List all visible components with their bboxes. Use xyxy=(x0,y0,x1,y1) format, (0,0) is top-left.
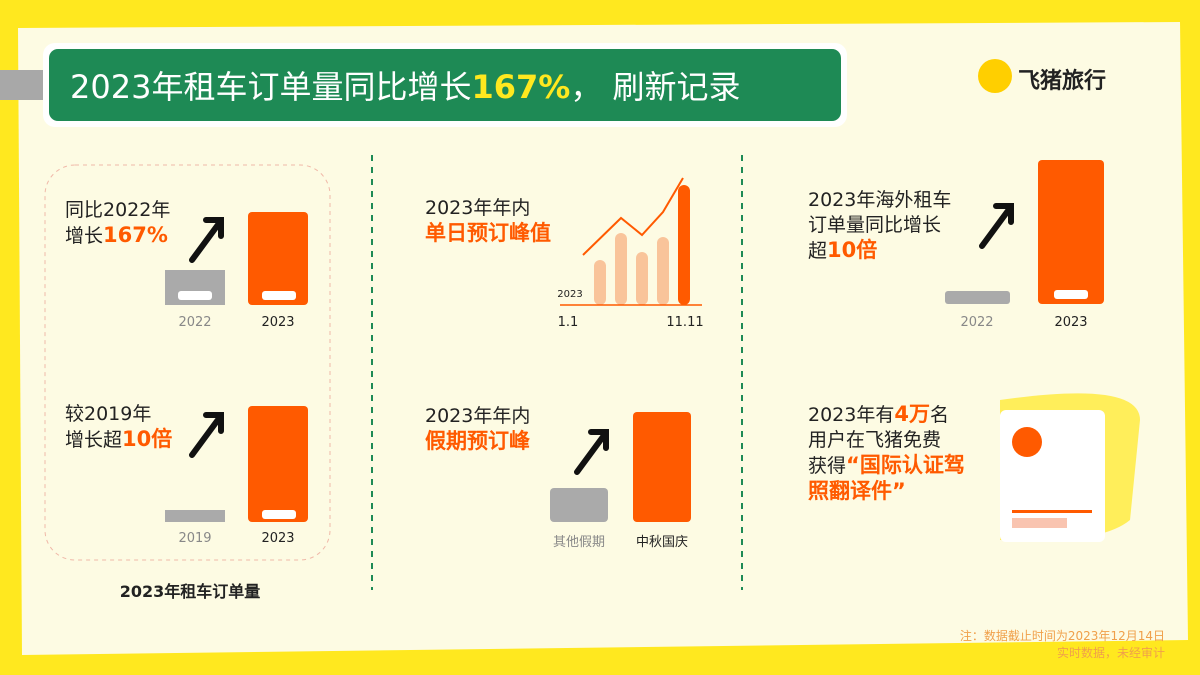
title-highlight: 167% xyxy=(471,68,571,106)
highlight: “国际认证驾 xyxy=(846,453,965,477)
text: 超 xyxy=(808,240,828,262)
trend-line xyxy=(582,177,684,256)
highlight: 167% xyxy=(103,223,168,247)
chart-year: 2023 xyxy=(557,289,583,300)
highlight: 4万 xyxy=(894,402,930,426)
text: 增长 xyxy=(65,225,104,247)
title-text: ， 刷新记录 xyxy=(570,68,741,106)
arrow xyxy=(979,203,1014,249)
footnote-line: 实时数据，未经审计 xyxy=(1056,646,1165,660)
car xyxy=(178,291,212,300)
doc-line xyxy=(1012,518,1067,528)
bar-label: 中秋国庆 xyxy=(635,535,688,550)
text-line: 2023年年内 xyxy=(425,404,530,429)
text: 订单量同比增长 xyxy=(808,214,942,236)
highlight: 10倍 xyxy=(122,427,173,451)
car xyxy=(262,291,296,300)
bar-label: 1.1 xyxy=(557,315,579,330)
caption: 2023年租车订单量 xyxy=(119,582,261,601)
bar-label: 2023 xyxy=(1054,315,1088,330)
text-line: 获得“国际认证驾 xyxy=(808,453,965,479)
text-line: 超10倍 xyxy=(808,238,951,264)
bar-label: 2022 xyxy=(178,315,212,330)
logo xyxy=(978,59,1012,93)
arrows xyxy=(189,203,1014,475)
text: 同比2022年 xyxy=(65,199,171,221)
text-line: 较2019年 xyxy=(65,402,172,427)
bar-label: 2023 xyxy=(261,315,295,330)
highlight: 单日预订峰值 xyxy=(425,221,551,245)
bar xyxy=(165,510,225,522)
card xyxy=(18,22,1188,655)
highlight: 10倍 xyxy=(827,238,878,262)
text-line: 用户在飞猪免费 xyxy=(808,428,965,453)
text: 2023年年内 xyxy=(425,197,531,219)
brand: 飞猪旅行 xyxy=(1018,69,1107,94)
bar-label: 其他假期 xyxy=(552,535,605,550)
bar xyxy=(678,185,690,305)
text: 用户在飞猪免费 xyxy=(808,429,942,451)
banner xyxy=(49,49,841,121)
text: 2023年海外租车 xyxy=(808,189,952,211)
panel-text: 2023年海外租车 订单量同比增长 超10倍 xyxy=(808,188,951,264)
footnote-line: 注：数据截止时间为2023年12月14日 xyxy=(959,629,1165,643)
text: 2023年年内 xyxy=(425,405,531,427)
text-line: 同比2022年 xyxy=(65,198,170,223)
bar-label: 11.11 xyxy=(666,315,704,330)
arrow xyxy=(189,412,224,458)
title-text: 2023年租车订单量同比增长 xyxy=(70,68,472,106)
text-line: 2023年年内 xyxy=(425,196,551,221)
bar xyxy=(594,260,606,305)
text-line: 增长超10倍 xyxy=(65,427,172,453)
group-box xyxy=(44,164,331,561)
arrow xyxy=(574,429,609,475)
text: 名 xyxy=(929,404,949,426)
text: 较2019年 xyxy=(65,403,152,425)
bar xyxy=(248,406,308,522)
text-line: 增长167% xyxy=(65,223,170,249)
bar xyxy=(657,237,669,305)
bar xyxy=(248,212,308,305)
text-line: 单日预订峰值 xyxy=(425,221,551,247)
arrow xyxy=(189,217,224,263)
title: 2023年租车订单量同比增长167%， 刷新记录 xyxy=(70,62,741,108)
panel-text: 2023年年内 单日预订峰值 xyxy=(425,196,551,247)
text-line: 假期预订峰 xyxy=(425,429,530,455)
bar xyxy=(945,291,1010,304)
globe xyxy=(1012,427,1042,457)
car xyxy=(262,510,296,519)
bar-label: 2023 xyxy=(261,531,295,546)
panel-text: 2023年有4万名 用户在飞猪免费 获得“国际认证驾 照翻译件” xyxy=(808,402,965,505)
text-line: 订单量同比增长 xyxy=(808,213,951,238)
panel-text: 2023年年内 假期预订峰 xyxy=(425,404,530,455)
text-line: 照翻译件” xyxy=(808,479,965,505)
text: 获得 xyxy=(808,455,847,477)
highlight: 照翻译件” xyxy=(808,479,906,503)
bar xyxy=(550,488,608,522)
tab xyxy=(0,70,50,100)
text: 增长超 xyxy=(65,429,123,451)
text: 2023年有 xyxy=(808,404,895,426)
panel-text: 较2019年 增长超10倍 xyxy=(65,402,172,453)
footnote: 注：数据截止时间为2023年12月14日实时数据，未经审计 xyxy=(960,628,1165,662)
text-line: 2023年海外租车 xyxy=(808,188,951,213)
bar xyxy=(615,233,627,305)
bar xyxy=(633,412,691,522)
panel-text: 同比2022年 增长167% xyxy=(65,198,170,249)
bar xyxy=(636,252,648,305)
car xyxy=(1054,290,1088,299)
highlight: 假期预订峰 xyxy=(425,429,530,453)
text-line: 2023年有4万名 xyxy=(808,402,965,428)
bar-label: 2019 xyxy=(178,531,212,546)
cars xyxy=(178,290,1088,519)
doc-line xyxy=(1012,510,1092,513)
bar-label: 2022 xyxy=(960,315,994,330)
bar xyxy=(1038,160,1104,304)
